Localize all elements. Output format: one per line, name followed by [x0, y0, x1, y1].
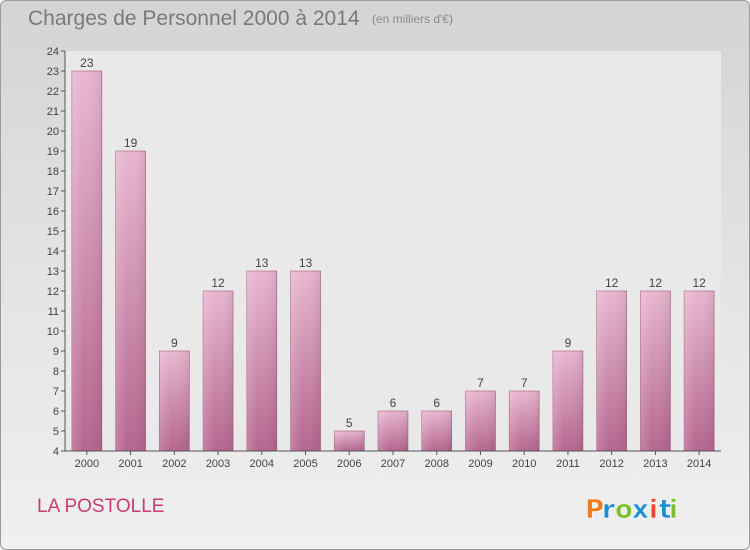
x-tick-label-2008: 2008 [424, 458, 448, 470]
x-tick-label-2002: 2002 [162, 458, 186, 470]
y-tick-label-8: 8 [53, 366, 59, 378]
bar-shine-2000 [71, 71, 102, 451]
bar-shine-2008 [421, 411, 452, 451]
y-tick-label-24: 24 [47, 46, 59, 58]
y-tick-label-6: 6 [53, 406, 59, 418]
logo-letter-6: i [669, 495, 678, 525]
x-tick-label-2003: 2003 [206, 458, 230, 470]
x-tick-label-2000: 2000 [75, 458, 99, 470]
logo-letter-1: r [602, 495, 615, 525]
chart-title: Charges de Personnel 2000 à 2014 [28, 7, 360, 30]
y-tick-label-23: 23 [47, 66, 59, 78]
y-tick-label-11: 11 [48, 306, 59, 318]
value-label-2005: 13 [299, 256, 313, 270]
y-tick-label-16: 16 [47, 206, 59, 218]
bar-shine-2004 [246, 271, 277, 451]
proxiti-logo: Pr o x i ti [585, 495, 679, 526]
logo-letter-2: o [615, 495, 633, 525]
bar-shine-2013 [640, 291, 671, 451]
value-label-2004: 13 [255, 256, 269, 270]
y-tick-label-12: 12 [47, 286, 59, 298]
x-tick-label-2014: 2014 [687, 458, 711, 470]
value-label-2006: 5 [346, 416, 353, 430]
y-tick-label-15: 15 [47, 226, 59, 238]
x-tick-label-2011: 2011 [556, 458, 580, 470]
value-label-2008: 6 [433, 396, 440, 410]
value-label-2012: 12 [605, 276, 619, 290]
bar-shine-2009 [465, 391, 496, 451]
bar-shine-2003 [203, 291, 234, 451]
value-label-2014: 12 [692, 276, 706, 290]
x-tick-label-2001: 2001 [118, 458, 142, 470]
y-tick-label-7: 7 [53, 386, 59, 398]
y-tick-label-10: 10 [47, 326, 59, 338]
x-tick-label-2006: 2006 [337, 458, 361, 470]
bar-shine-2010 [509, 391, 540, 451]
y-tick-label-21: 21 [47, 106, 59, 118]
y-tick-label-18: 18 [47, 166, 59, 178]
value-label-2013: 12 [649, 276, 663, 290]
y-tick-label-5: 5 [53, 426, 59, 438]
value-label-2001: 19 [124, 136, 138, 150]
x-tick-label-2009: 2009 [468, 458, 492, 470]
y-tick-label-20: 20 [47, 126, 59, 138]
bar-shine-2006 [334, 431, 365, 451]
commune-name: LA POSTOLLE [37, 496, 165, 517]
x-tick-label-2010: 2010 [512, 458, 536, 470]
chart-subtitle: (en milliers d'€) [372, 12, 453, 26]
y-tick-label-14: 14 [47, 246, 59, 258]
y-tick-label-13: 13 [47, 266, 59, 278]
x-tick-label-2012: 2012 [599, 458, 623, 470]
value-label-2009: 7 [477, 376, 484, 390]
y-tick-label-4: 4 [53, 446, 59, 458]
bar-shine-2002 [159, 351, 190, 451]
logo-letter-3: x [632, 495, 649, 525]
bar-shine-2011 [552, 351, 583, 451]
logo-letter-4: i [649, 495, 658, 525]
y-tick-label-19: 19 [47, 146, 59, 158]
bar-shine-2014 [684, 291, 715, 451]
x-tick-label-2005: 2005 [293, 458, 317, 470]
logo-letter-0: P [585, 495, 604, 525]
value-label-2000: 23 [80, 56, 94, 70]
x-tick-label-2013: 2013 [643, 458, 667, 470]
value-label-2003: 12 [211, 276, 225, 290]
logo-letter-5: t [659, 495, 671, 525]
bar-shine-2001 [115, 151, 146, 451]
value-label-2007: 6 [390, 396, 397, 410]
y-tick-label-17: 17 [47, 186, 59, 198]
bar-shine-2005 [290, 271, 321, 451]
y-tick-label-9: 9 [53, 346, 59, 358]
bar-shine-2007 [378, 411, 408, 451]
y-tick-label-22: 22 [47, 86, 59, 98]
bar-shine-2012 [596, 291, 627, 451]
value-label-2002: 9 [171, 336, 178, 350]
x-tick-label-2004: 2004 [250, 458, 274, 470]
value-label-2010: 7 [521, 376, 528, 390]
x-tick-label-2007: 2007 [381, 458, 405, 470]
value-label-2011: 9 [565, 336, 572, 350]
